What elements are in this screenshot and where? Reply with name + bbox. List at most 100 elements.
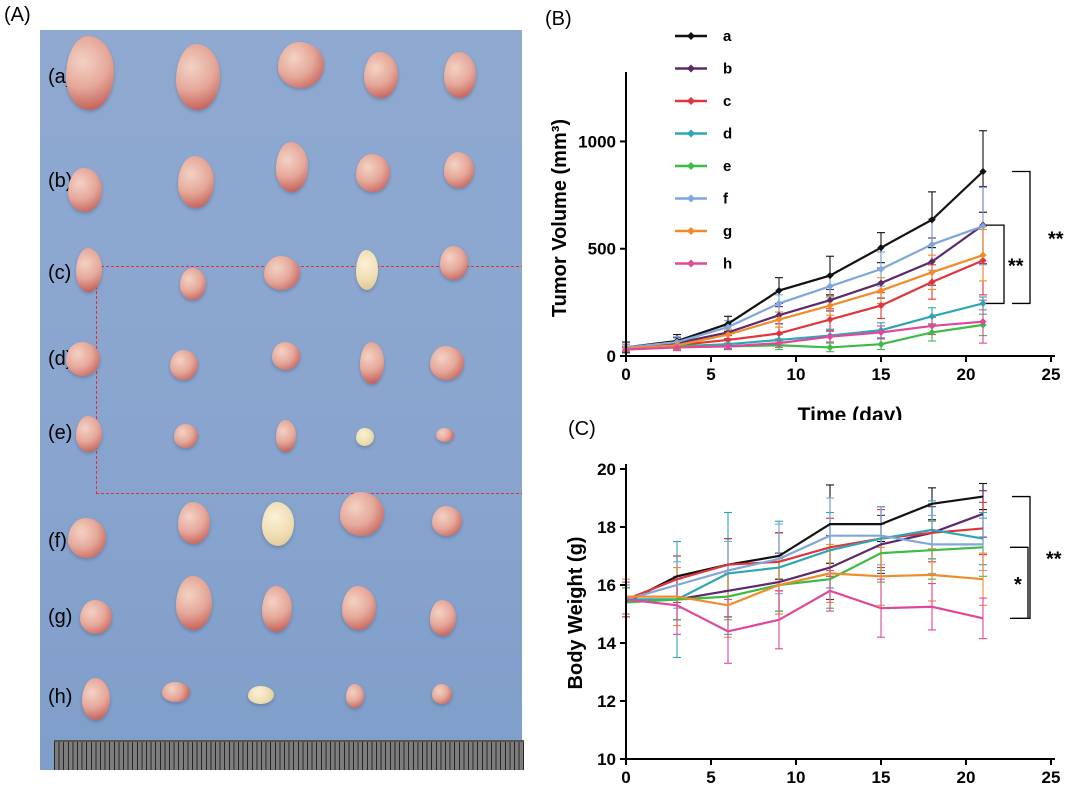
- legend-marker-g: [687, 227, 695, 235]
- x-axis-label: Time (day): [798, 404, 903, 420]
- x-tick-label: 0: [621, 365, 630, 384]
- y-axis-label: Body Weight (g): [565, 537, 587, 690]
- legend-marker-e: [687, 162, 695, 170]
- significance-brackets: ***: [1010, 495, 1062, 620]
- row-label-g: (g): [48, 606, 73, 628]
- significance-label: **: [1048, 228, 1064, 250]
- data-point: [826, 282, 834, 290]
- data-point: [979, 222, 987, 230]
- series-line-a: [625, 170, 984, 349]
- tumor-sample: [272, 342, 300, 370]
- legend-marker-b: [687, 64, 695, 73]
- significance-bracket: [1012, 170, 1031, 305]
- legend-marker-a: [687, 32, 695, 40]
- tumor-sample: [262, 502, 294, 546]
- tumor-sample: [76, 416, 102, 452]
- legend-marker-d: [687, 129, 695, 138]
- y-tick-label: 12: [597, 692, 616, 711]
- data-point: [877, 286, 885, 295]
- data-point: [775, 315, 783, 324]
- data-point: [826, 315, 834, 324]
- legend-label-b: b: [723, 61, 732, 78]
- data-point: [928, 258, 936, 266]
- series-line-b: [626, 512, 984, 601]
- tumor-sample: [432, 506, 462, 536]
- tumor-sample: [174, 424, 198, 448]
- row-label-f: (f): [48, 530, 67, 552]
- row-label-e: (e): [48, 422, 73, 444]
- tumor-sample: [346, 684, 364, 708]
- significance-label: **: [1046, 548, 1062, 570]
- tumor-sample: [432, 684, 452, 704]
- legend-label-c: c: [723, 93, 731, 110]
- data-point: [826, 343, 834, 352]
- tumor-sample: [176, 576, 212, 630]
- data-point: [979, 251, 987, 259]
- x-tick-label: 25: [1042, 768, 1061, 787]
- data-point: [877, 328, 885, 336]
- legend-label-a: a: [723, 28, 732, 45]
- significance-bracket: [986, 224, 1005, 305]
- data-point: [928, 278, 936, 286]
- legend-label-f: f: [723, 191, 729, 208]
- tumor-sample: [162, 682, 190, 702]
- tumor-sample: [66, 36, 114, 110]
- legend-label-h: h: [723, 256, 732, 273]
- series-line-g: [626, 572, 984, 607]
- data-point: [979, 318, 987, 326]
- series-line-a: [625, 495, 984, 604]
- data-point: [877, 244, 885, 252]
- data-point: [928, 328, 936, 336]
- x-tick-label: 15: [872, 365, 891, 384]
- tumor-photo: (a) (b) (c) (d) (e) (f) (g) (h): [40, 30, 522, 770]
- tumor-sample: [356, 154, 390, 192]
- data-point: [928, 216, 936, 224]
- series-line-f: [625, 225, 984, 349]
- tumor-sample: [364, 52, 398, 98]
- series-line-g: [625, 254, 984, 350]
- tumor-sample: [68, 518, 106, 558]
- tumor-sample: [278, 42, 324, 88]
- series-line-c: [625, 527, 984, 601]
- panel-label-b: (B): [545, 8, 572, 30]
- row-label-c: (c): [48, 262, 72, 284]
- x-tick-label: 0: [621, 768, 630, 787]
- x-tick-label: 5: [706, 768, 715, 787]
- series-line-h: [625, 320, 984, 351]
- y-tick-label: 18: [597, 518, 616, 537]
- x-tick-label: 25: [1042, 365, 1061, 384]
- data-point: [928, 312, 936, 320]
- legend-marker-f: [687, 194, 695, 203]
- tumor-sample: [430, 346, 464, 380]
- tumor-sample: [82, 678, 110, 720]
- data-point: [775, 299, 783, 308]
- y-tick-label: 14: [597, 634, 616, 653]
- tumor-sample: [170, 350, 198, 380]
- data-point: [877, 301, 885, 310]
- data-point: [826, 301, 834, 310]
- y-tick-label: 10: [597, 750, 616, 769]
- tumor-sample: [436, 428, 454, 442]
- data-point: [826, 271, 834, 280]
- data-point: [724, 336, 732, 344]
- tumor-sample: [340, 492, 384, 536]
- data-point: [826, 333, 834, 341]
- row-label-h: (h): [48, 686, 73, 708]
- tumor-sample: [356, 428, 374, 446]
- series-line-b: [625, 224, 984, 349]
- x-tick-label: 10: [787, 365, 806, 384]
- data-point: [724, 323, 732, 331]
- data-point: [928, 268, 936, 276]
- data-point: [775, 339, 783, 347]
- tumor-sample: [440, 246, 468, 280]
- panel-label-a: (A): [4, 4, 31, 26]
- data-point: [775, 329, 783, 338]
- significance-bracket: [1012, 495, 1031, 620]
- data-point: [724, 330, 732, 339]
- tumor-sample: [248, 686, 274, 704]
- tumor-sample: [444, 152, 474, 188]
- y-tick-label: 1000: [578, 132, 616, 151]
- x-tick-label: 15: [872, 768, 891, 787]
